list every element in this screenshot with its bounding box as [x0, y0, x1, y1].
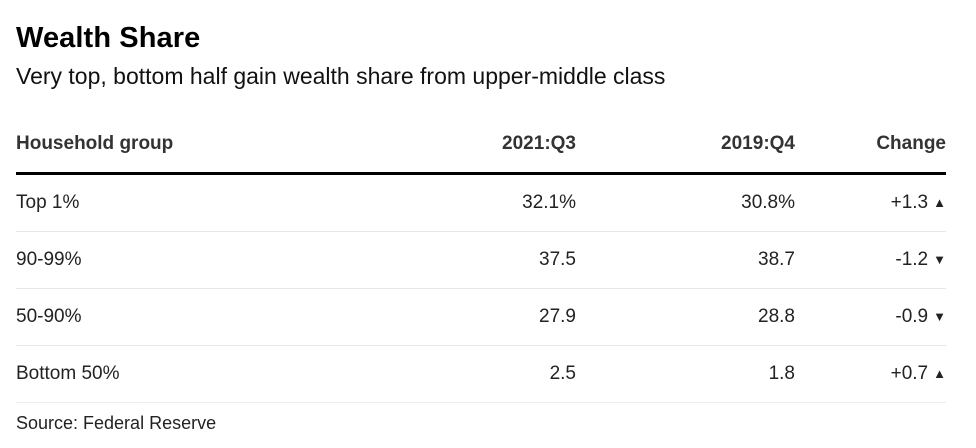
cell-2019-q4: 30.8%: [596, 173, 815, 232]
chart-subtitle: Very top, bottom half gain wealth share …: [16, 63, 666, 89]
up-arrow-icon: ▲: [933, 366, 946, 381]
column-header-change: Change: [815, 116, 946, 175]
cell-2019-q4: 28.8: [596, 288, 815, 346]
cell-household-group: 90-99%: [16, 231, 386, 289]
table-row: Bottom 50% 2.5 1.8 +0.7 ▲: [16, 345, 946, 403]
cell-change: -1.2 ▼: [815, 231, 946, 289]
change-value: -1.2: [895, 249, 929, 270]
up-arrow-icon: ▲: [933, 195, 946, 210]
change-value: +1.3: [890, 192, 929, 213]
cell-household-group: 50-90%: [16, 288, 386, 346]
cell-2019-q4: 1.8: [596, 345, 815, 403]
table-row: 50-90% 27.9 28.8 -0.9 ▼: [16, 288, 946, 346]
cell-2021-q3: 37.5: [386, 231, 596, 289]
cell-change: -0.9 ▼: [815, 288, 946, 346]
cell-2021-q3: 32.1%: [386, 173, 596, 232]
change-value: -0.9: [895, 306, 929, 327]
cell-2021-q3: 2.5: [386, 345, 596, 403]
table-body: Top 1% 32.1% 30.8% +1.3 ▲ 90-99% 37.5 38.7 -1.2 ▼…: [16, 173, 946, 403]
table-header-row: Household group 2021:Q3 2019:Q4 Change: [16, 116, 946, 175]
chart-title: Wealth Share: [16, 22, 201, 54]
column-header-2019-q4: 2019:Q4: [596, 116, 815, 175]
table-row: 90-99% 37.5 38.7 -1.2 ▼: [16, 231, 946, 289]
cell-2021-q3: 27.9: [386, 288, 596, 346]
cell-change: +1.3 ▲: [815, 173, 946, 232]
cell-household-group: Top 1%: [16, 173, 386, 232]
change-value: +0.7: [890, 363, 929, 384]
down-arrow-icon: ▼: [933, 309, 946, 324]
wealth-share-table: Household group 2021:Q3 2019:Q4 Change T…: [16, 116, 946, 403]
down-arrow-icon: ▼: [933, 252, 946, 267]
cell-2019-q4: 38.7: [596, 231, 815, 289]
column-header-household-group: Household group: [16, 116, 386, 175]
column-header-2021-q3: 2021:Q3: [386, 116, 596, 175]
cell-household-group: Bottom 50%: [16, 345, 386, 403]
cell-change: +0.7 ▲: [815, 345, 946, 403]
source-note: Source: Federal Reserve: [16, 413, 217, 433]
table-row: Top 1% 32.1% 30.8% +1.3 ▲: [16, 173, 946, 232]
